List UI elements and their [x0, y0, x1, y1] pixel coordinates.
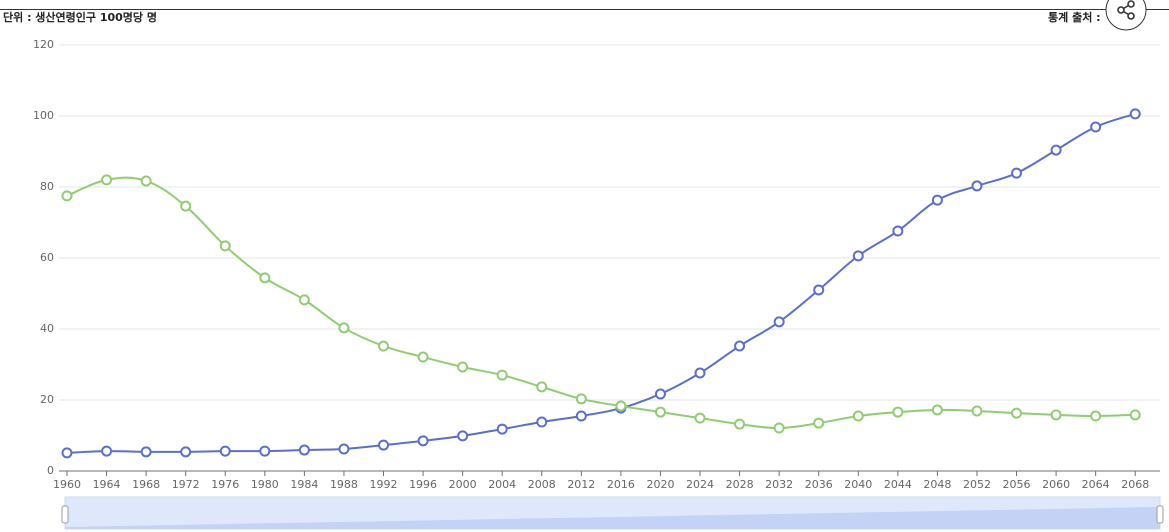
x-tick-label: 2040 — [844, 478, 872, 491]
data-point — [773, 422, 785, 434]
x-tick-label: 2032 — [765, 478, 793, 491]
data-point — [734, 340, 746, 352]
x-tick-label: 2020 — [646, 478, 674, 491]
data-point — [931, 404, 943, 416]
data-point — [180, 200, 192, 212]
x-tick-label: 2012 — [567, 478, 595, 491]
x-tick-label: 1984 — [290, 478, 318, 491]
data-point — [140, 446, 152, 458]
x-tick-label: 1980 — [251, 478, 279, 491]
x-tick-label: 2024 — [686, 478, 714, 491]
data-point — [1011, 407, 1023, 419]
data-point — [694, 412, 706, 424]
data-point — [496, 369, 508, 381]
data-point — [1011, 167, 1023, 179]
y-tick-label: 100 — [33, 109, 54, 122]
y-tick-label: 40 — [40, 322, 54, 335]
zoom-slider[interactable] — [61, 496, 1164, 530]
x-tick-label: 2068 — [1121, 478, 1149, 491]
series-line — [66, 176, 1136, 430]
data-point — [1090, 121, 1102, 133]
data-point — [61, 190, 73, 202]
data-point — [417, 351, 429, 363]
x-tick-label: 2048 — [923, 478, 951, 491]
data-point — [575, 393, 587, 405]
data-point — [1129, 108, 1141, 120]
series-line — [66, 112, 1136, 454]
x-tick-label: 1964 — [93, 478, 121, 491]
x-tick-label: 2028 — [726, 478, 754, 491]
data-point — [892, 406, 904, 418]
data-point — [259, 272, 271, 284]
data-point — [101, 174, 113, 186]
data-point — [101, 445, 113, 457]
x-tick-label: 1960 — [53, 478, 81, 491]
data-point — [378, 439, 390, 451]
x-tick-label: 2036 — [805, 478, 833, 491]
data-point — [338, 443, 350, 455]
data-point — [298, 444, 310, 456]
data-point — [1129, 409, 1141, 421]
data-point — [259, 445, 271, 457]
data-point — [378, 340, 390, 352]
unit-label: 단위 : 생산연령인구 100명당 명 — [3, 10, 157, 24]
data-point — [971, 180, 983, 192]
data-point — [1050, 409, 1062, 421]
x-tick-label: 1968 — [132, 478, 160, 491]
data-point — [219, 445, 231, 457]
data-point — [852, 410, 864, 422]
x-tick-label: 2060 — [1042, 478, 1070, 491]
x-tick-label: 1992 — [370, 478, 398, 491]
data-point — [298, 294, 310, 306]
data-point — [457, 361, 469, 373]
data-point — [61, 447, 73, 459]
data-point — [654, 388, 666, 400]
data-point — [813, 284, 825, 296]
y-tick-label: 0 — [47, 464, 54, 477]
x-tick-label: 2052 — [963, 478, 991, 491]
data-point — [457, 430, 469, 442]
data-point — [615, 400, 627, 412]
data-point — [813, 417, 825, 429]
data-point — [734, 418, 746, 430]
x-tick-label: 2064 — [1082, 478, 1110, 491]
source-label: 통계 출처 : — [1048, 10, 1101, 24]
x-tick-label: 1976 — [211, 478, 239, 491]
data-point — [140, 175, 152, 187]
data-point — [971, 405, 983, 417]
data-point — [496, 423, 508, 435]
data-point — [417, 435, 429, 447]
y-tick-label: 20 — [40, 393, 54, 406]
data-point — [536, 416, 548, 428]
x-tick-label: 2056 — [1003, 478, 1031, 491]
data-point — [773, 316, 785, 328]
y-tick-label: 120 — [33, 38, 54, 51]
data-point — [180, 446, 192, 458]
data-point — [536, 381, 548, 393]
data-point — [338, 322, 350, 334]
data-point — [575, 410, 587, 422]
x-tick-label: 2016 — [607, 478, 635, 491]
data-point — [1090, 410, 1102, 422]
x-tick-label: 1972 — [172, 478, 200, 491]
share-button[interactable] — [1105, 0, 1147, 31]
x-tick-label: 1996 — [409, 478, 437, 491]
x-tick-label: 2044 — [884, 478, 912, 491]
y-tick-label: 60 — [40, 251, 54, 264]
x-tick-label: 1988 — [330, 478, 358, 491]
y-tick-label: 80 — [40, 180, 54, 193]
data-point — [1050, 144, 1062, 156]
x-tick-label: 2000 — [449, 478, 477, 491]
x-tick-label: 2004 — [488, 478, 516, 491]
data-point — [852, 250, 864, 262]
data-point — [931, 194, 943, 206]
data-point — [892, 225, 904, 237]
data-point — [219, 240, 231, 252]
data-point — [694, 367, 706, 379]
x-tick-label: 2008 — [528, 478, 556, 491]
data-point — [654, 406, 666, 418]
